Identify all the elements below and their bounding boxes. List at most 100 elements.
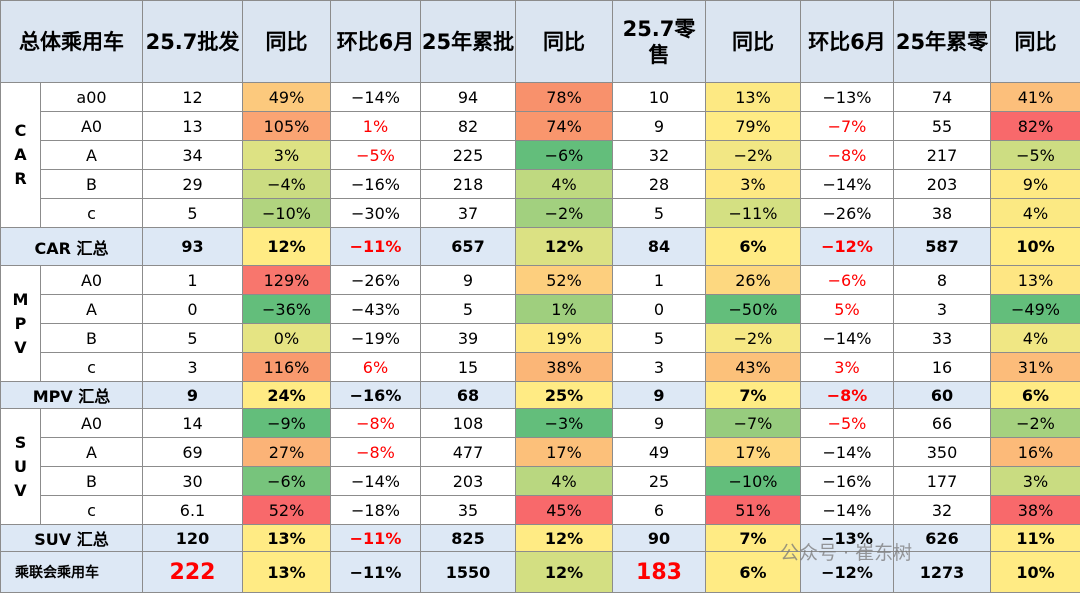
data-row: A 34 3% −5% 225 −6% 32 −2% −8% 217 −5% [1,140,1080,170]
data-cell: 39 [420,323,516,353]
data-cell: 0 [142,294,243,324]
grand-total-label: 乘联会乘用车 [0,551,143,593]
data-cell: −26% [800,198,894,228]
data-cell: −16% [330,381,421,409]
data-cell: 3% [990,466,1080,496]
data-cell: 13% [990,265,1080,295]
data-cell: −36% [242,294,331,324]
data-cell: 9 [612,111,706,141]
data-cell: 25 [612,466,706,496]
data-cell: −11% [705,198,801,228]
data-cell: −14% [330,466,421,496]
data-cell: −16% [330,169,421,199]
data-cell: 17% [705,437,801,467]
data-row: A0 13 105% 1% 82 74% 9 79% −7% 55 82% [1,111,1080,141]
data-cell: −13% [800,82,894,112]
total-label: MPV 汇总 [0,381,143,409]
data-cell: 183 [612,551,706,593]
data-cell: 38% [990,495,1080,525]
data-cell: 12 [142,82,243,112]
data-cell: 16% [990,437,1080,467]
data-cell: 177 [893,466,991,496]
data-cell: 25% [515,381,613,409]
data-cell: 120 [142,524,243,552]
data-cell: 45% [515,495,613,525]
data-cell: 19% [515,323,613,353]
data-cell: −26% [330,265,421,295]
data-cell: −2% [990,408,1080,438]
data-cell: −49% [990,294,1080,324]
data-row: B 5 0% −19% 39 19% 5 −2% −14% 33 4% [1,323,1080,353]
data-cell: −30% [330,198,421,228]
data-cell: 4% [515,169,613,199]
data-cell: 9 [420,265,516,295]
data-cell: 4% [515,466,613,496]
data-row: A 69 27% −8% 477 17% 49 17% −14% 350 16% [1,437,1080,467]
data-cell: 12% [515,551,613,593]
data-cell: 587 [893,227,991,266]
data-cell: 49% [242,82,331,112]
data-cell: 90 [612,524,706,552]
data-cell: −14% [800,495,894,525]
data-cell: 1 [142,265,243,295]
data-cell: 55 [893,111,991,141]
data-row: c 3 116% 6% 15 38% 3 43% 3% 16 31% [1,352,1080,382]
data-cell: −5% [330,140,421,170]
data-cell: 79% [705,111,801,141]
data-cell: −8% [330,408,421,438]
data-cell: 52% [515,265,613,295]
data-cell: 49 [612,437,706,467]
data-cell: 12% [515,524,613,552]
total-label: SUV 汇总 [0,524,143,552]
data-cell: 93 [142,227,243,266]
data-cell: −50% [705,294,801,324]
data-cell: 5 [142,198,243,228]
data-cell: 37 [420,198,516,228]
data-cell: 203 [420,466,516,496]
header-cell: 25.7批发 [142,0,243,83]
group-label-text: CAR [14,121,27,188]
data-cell: −2% [705,323,801,353]
row-label: B [40,169,143,199]
row-label: c [40,198,143,228]
data-cell: 203 [893,169,991,199]
data-row: MPV A0 1 129% −26% 9 52% 1 26% −6% 8 13% [0,265,1080,382]
total-row: SUV 汇总 120 13% −11% 825 12% 90 7% −13% 626 11% [0,524,1080,552]
data-cell: 5% [800,294,894,324]
row-label: A [40,294,143,324]
row-label: c [40,352,143,382]
data-cell: 217 [893,140,991,170]
data-cell: −2% [705,140,801,170]
data-cell: 116% [242,352,331,382]
data-cell: 9 [612,381,706,409]
data-cell: 477 [420,437,516,467]
data-cell: 10% [990,227,1080,266]
data-cell: 4% [990,198,1080,228]
data-cell: 9 [142,381,243,409]
data-cell: 30 [142,466,243,496]
data-cell: 17% [515,437,613,467]
data-cell: 35 [420,495,516,525]
header-cell: 环比6月 [800,0,894,83]
data-cell: 0 [612,294,706,324]
data-cell: 5 [612,323,706,353]
data-cell: 6% [330,352,421,382]
header-cell: 25年累零 [893,0,991,83]
data-cell: 33 [893,323,991,353]
data-cell: −11% [330,551,421,593]
header-cell: 同比 [242,0,331,83]
data-cell: 13% [705,82,801,112]
header-row: 总体乘用车 25.7批发 同比 环比6月 25年累批 同比 25.7零售 同比 环比6月 25年累… [0,0,1080,83]
row-label: A [40,437,143,467]
data-cell: −14% [330,82,421,112]
data-cell: 16 [893,352,991,382]
total-row: MPV 汇总 9 24% −16% 68 25% 9 7% −8% 60 6% [0,381,1080,409]
data-row: B 30 −6% −14% 203 4% 25 −10% −16% 177 3% [1,466,1080,496]
data-cell: 38% [515,352,613,382]
data-cell: −12% [800,551,894,593]
data-cell: 3% [705,169,801,199]
data-cell: 222 [142,551,243,593]
data-cell: 41% [990,82,1080,112]
data-cell: −12% [800,227,894,266]
